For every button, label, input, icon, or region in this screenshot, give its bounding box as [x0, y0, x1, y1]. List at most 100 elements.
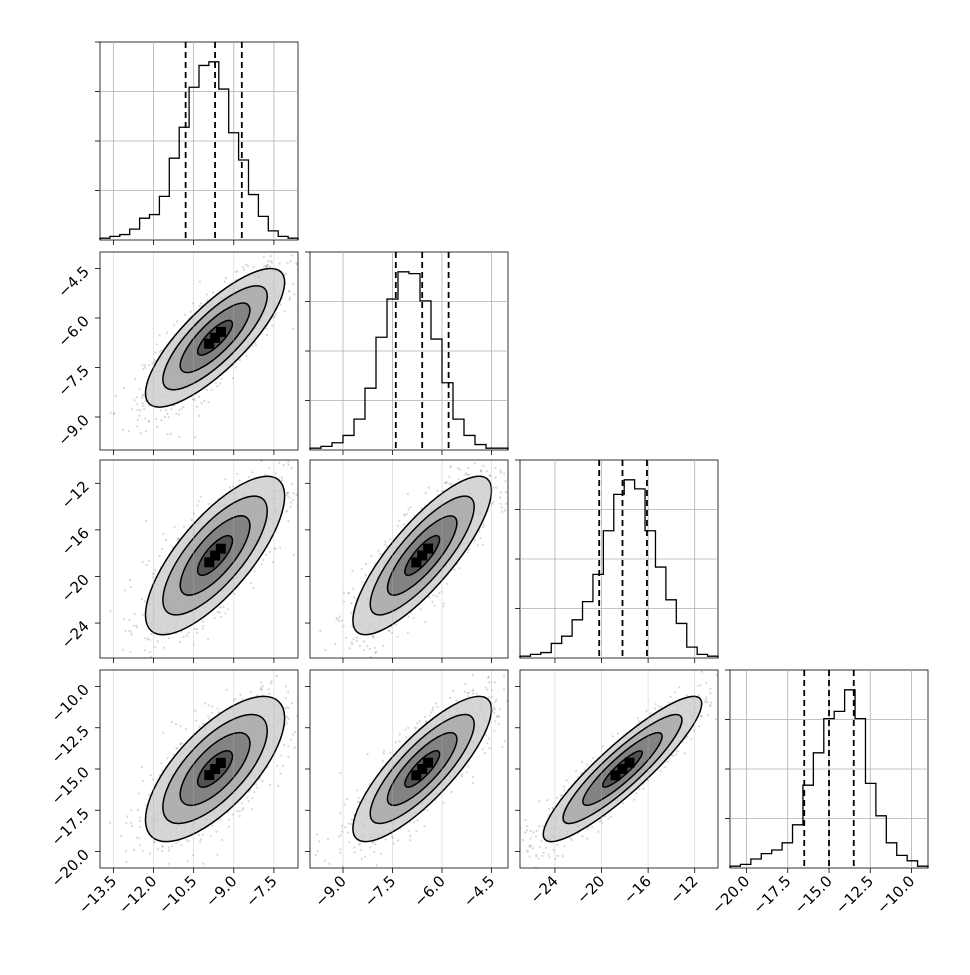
sample-point: [407, 509, 409, 511]
sample-point: [166, 433, 168, 435]
sample-point: [384, 541, 386, 543]
sample-point: [450, 465, 452, 467]
sample-point: [122, 664, 124, 666]
sample-point: [171, 845, 173, 847]
sample-point: [267, 260, 269, 262]
sample-point: [160, 409, 162, 411]
sample-point: [494, 467, 496, 469]
sample-point: [253, 587, 255, 589]
scatter-panel-0-1: [83, 233, 326, 455]
sample-point: [126, 815, 128, 817]
sample-point: [145, 564, 147, 566]
sample-point: [388, 630, 390, 632]
sample-point: [363, 649, 365, 651]
panel-content: [313, 622, 548, 883]
sample-point: [341, 620, 343, 622]
sample-point: [142, 780, 144, 782]
sample-point: [285, 697, 287, 699]
sample-point: [499, 469, 501, 471]
sample-point: [268, 467, 270, 469]
sample-point: [232, 377, 234, 379]
sample-point: [200, 302, 202, 304]
sample-point: [170, 408, 172, 410]
sample-point: [131, 825, 133, 827]
sample-point: [428, 486, 430, 488]
sample-point: [287, 495, 289, 497]
sample-point: [216, 707, 218, 709]
sample-point: [83, 438, 85, 440]
sample-point: [211, 705, 213, 707]
sample-point: [141, 873, 143, 875]
sample-point: [449, 483, 451, 485]
sample-point: [463, 663, 465, 665]
sample-point: [239, 810, 241, 812]
sample-point: [311, 266, 313, 268]
sample-point: [292, 283, 294, 285]
sample-point: [289, 497, 291, 499]
sample-point: [458, 567, 460, 569]
sample-point: [219, 382, 221, 384]
sample-point: [150, 656, 152, 658]
sample-point: [445, 482, 447, 484]
sample-point: [215, 382, 217, 384]
histogram-step-1: [310, 272, 508, 450]
sample-point: [379, 553, 381, 555]
sample-point: [133, 849, 135, 851]
sample-point: [317, 477, 319, 479]
scatter-panel-0-3: [100, 660, 340, 876]
sample-point: [196, 406, 198, 408]
sample-point: [479, 537, 481, 539]
sample-point: [300, 660, 302, 662]
sample-point: [276, 675, 278, 677]
sample-point: [284, 442, 286, 444]
sample-point: [159, 334, 161, 336]
sample-point: [166, 332, 168, 334]
sample-point: [510, 460, 512, 462]
sample-point: [200, 838, 202, 840]
sample-point: [208, 704, 210, 706]
sample-point: [96, 600, 98, 602]
sample-point: [329, 483, 331, 485]
sample-point: [287, 520, 289, 522]
sample-point: [124, 589, 126, 591]
sample-point: [236, 473, 238, 475]
sample-point: [501, 506, 503, 508]
sample-point: [352, 638, 354, 640]
sample-point: [269, 436, 271, 438]
sample-point: [287, 756, 289, 758]
sample-point: [443, 603, 445, 605]
sample-point: [141, 766, 143, 768]
sample-point: [297, 457, 299, 459]
sample-point: [138, 837, 140, 839]
sample-point: [175, 723, 177, 725]
sample-point: [524, 444, 526, 446]
sample-point: [377, 550, 379, 552]
sample-point: [277, 785, 279, 787]
sample-point: [223, 606, 225, 608]
sample-point: [510, 477, 512, 479]
sample-point: [288, 291, 290, 293]
sample-point: [159, 555, 161, 557]
sample-point: [125, 850, 127, 852]
sample-point: [283, 464, 285, 466]
histogram-panel-3: [725, 670, 928, 868]
sample-point: [313, 477, 315, 479]
histogram-panel-2: [515, 460, 718, 658]
sample-point: [477, 544, 479, 546]
sample-point: [220, 606, 222, 608]
sample-point: [270, 260, 272, 262]
sample-point: [168, 863, 170, 865]
density-peak: [411, 557, 421, 567]
sample-point: [173, 526, 175, 528]
sample-point: [129, 619, 131, 621]
sample-point: [115, 395, 117, 397]
sample-point: [324, 649, 326, 651]
sample-point: [149, 639, 151, 641]
sample-point: [486, 470, 488, 472]
sample-point: [217, 854, 219, 856]
sample-point: [203, 400, 205, 402]
sample-point: [290, 738, 292, 740]
sample-point: [235, 366, 237, 368]
sample-point: [161, 548, 163, 550]
sample-point: [184, 314, 186, 316]
